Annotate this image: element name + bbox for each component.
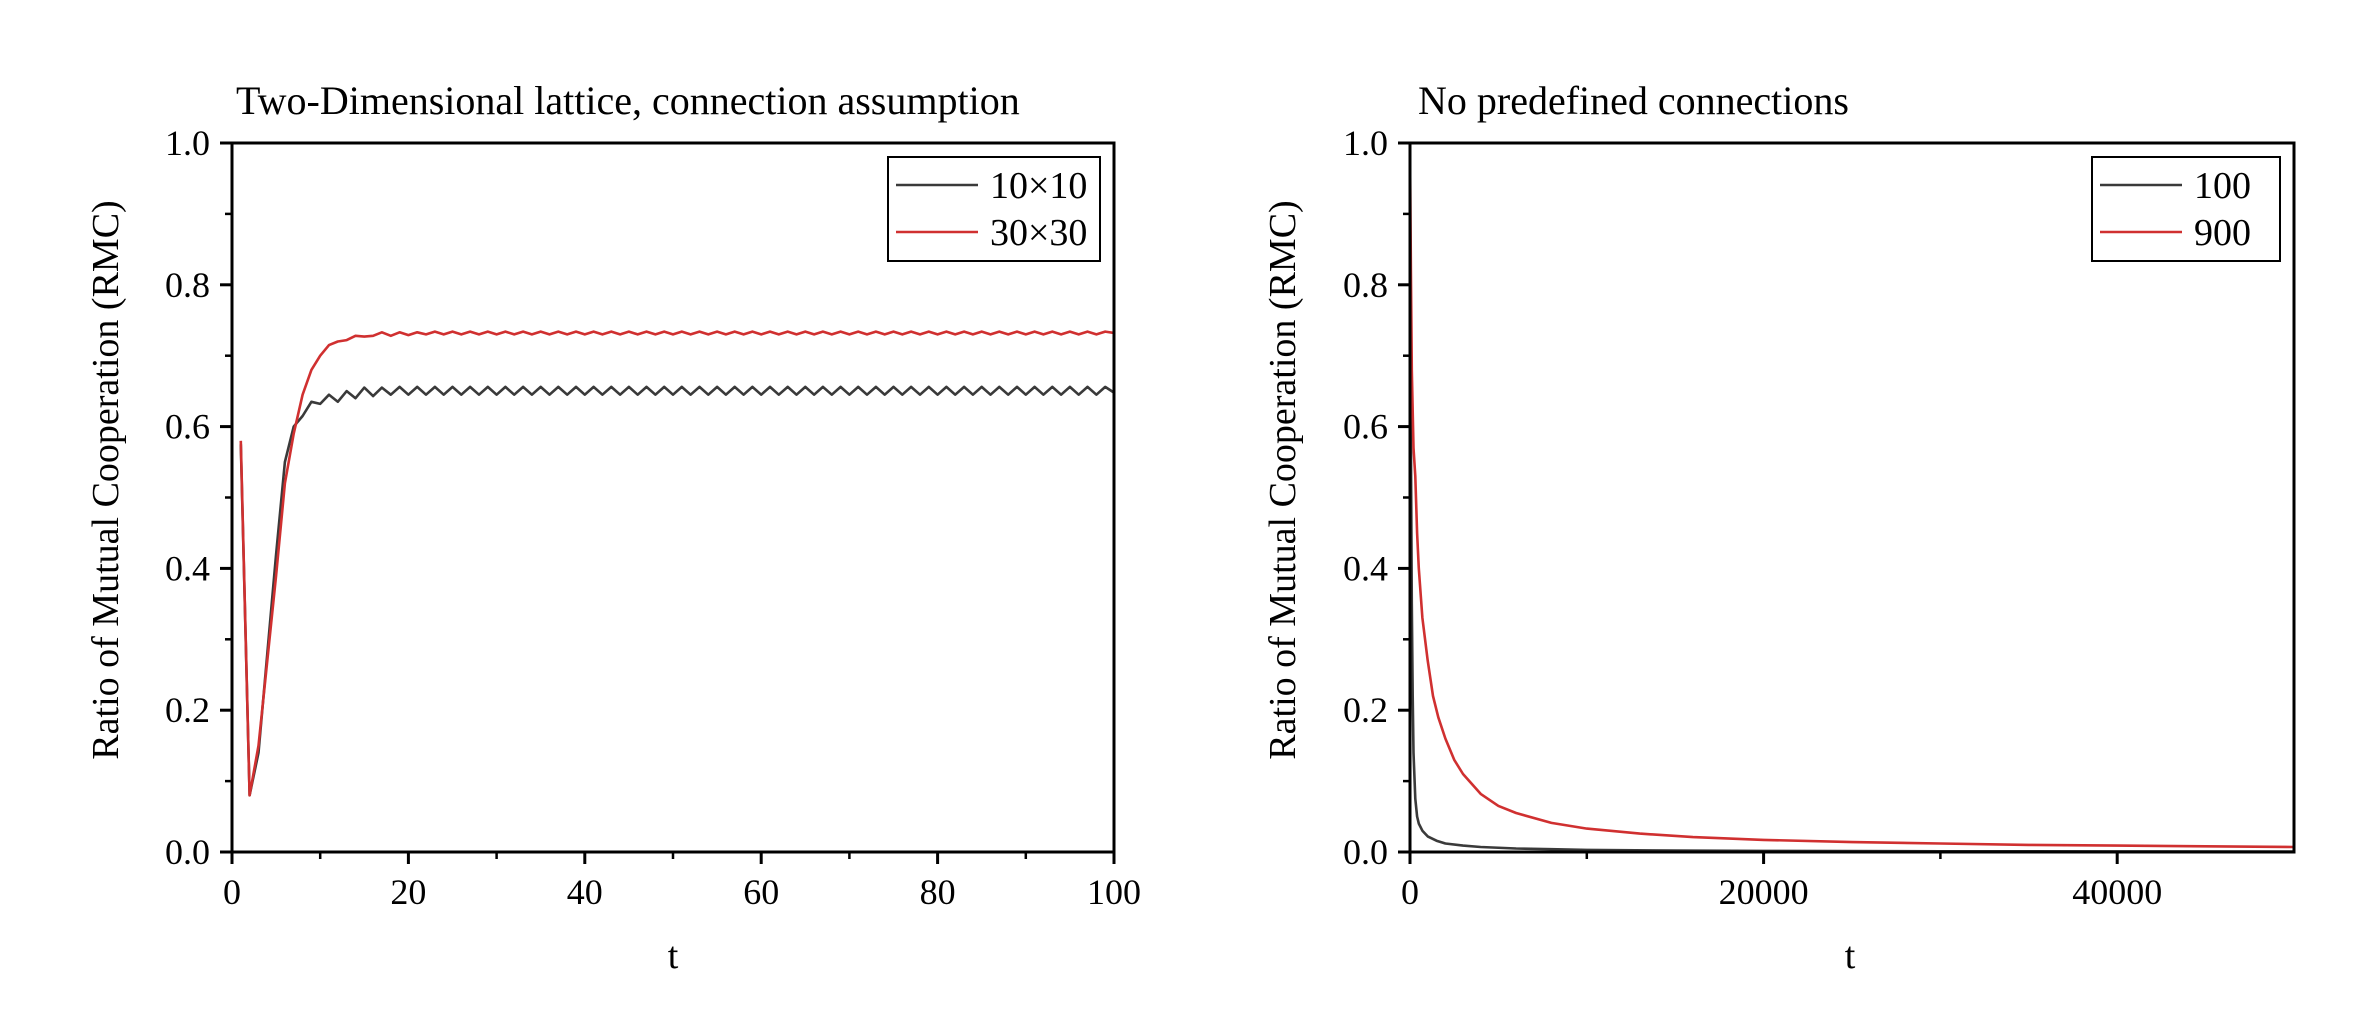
left-x-axis-label: t [668,935,679,977]
right-x-tick-label: 0 [1401,872,1419,912]
left-x-tick-label: 100 [1087,872,1141,912]
left-y-tick-label: 0.4 [165,548,210,588]
right-y-tick-label: 0.2 [1343,690,1388,730]
left-x-tick-label: 0 [223,872,241,912]
left-series-line-1 [239,330,1114,797]
left-chart-title: Two-Dimensional lattice, connection assu… [236,78,1020,123]
right-chart-title: No predefined connections [1418,78,1849,123]
right-y-tick-label: 0.6 [1343,407,1388,447]
right-y-tick-label: 0.4 [1343,548,1388,588]
left-y-tick-label: 0.8 [165,265,210,305]
left-legend-label-1: 30×30 [990,212,1087,254]
right-legend-box [2091,156,2281,262]
left-y-tick-label: 0.6 [165,407,210,447]
left-x-tick-label: 60 [743,872,779,912]
left-y-axis-label: Ratio of Mutual Cooperation (RMC) [85,200,127,759]
right-y-axis-label: Ratio of Mutual Cooperation (RMC) [1262,200,1304,759]
right-legend-label-0: 100 [2194,165,2251,207]
right-chart-panel: No predefined connections 0 20000 40000 0.0… [1262,78,2296,977]
right-y-tick-label: 0.0 [1343,832,1388,872]
right-x-tick-label: 40000 [2072,872,2162,912]
left-x-tick-label: 20 [390,872,426,912]
right-legend-label-1: 900 [2194,212,2251,254]
left-plot-lines [239,330,1114,797]
left-x-tick-label: 80 [920,872,956,912]
right-y-tick-label: 0.8 [1343,265,1388,305]
left-series-line-0 [239,385,1114,797]
right-y-tick-label: 1.0 [1343,123,1388,163]
right-x-axis-label: t [1845,935,1856,977]
left-chart-panel: Two-Dimensional lattice, connection assu… [85,78,1141,977]
left-legend-box [887,156,1101,262]
right-x-tick-label: 20000 [1719,872,1809,912]
left-legend: 10×10 30×30 [887,156,1101,262]
right-series-line-1 [1410,150,2294,849]
right-axis-ticks: 0 20000 40000 0.0 0.2 0.4 0.6 0.8 1.0 [1343,123,2162,912]
left-y-tick-label: 1.0 [165,123,210,163]
left-legend-label-0: 10×10 [990,165,1087,207]
left-y-tick-label: 0.2 [165,690,210,730]
left-y-tick-label: 0.0 [165,832,210,872]
left-x-tick-label: 40 [567,872,603,912]
left-axis-ticks: 0 20 40 60 80 100 0.0 0.2 0.4 0.6 0.8 1.0 [165,123,1141,912]
